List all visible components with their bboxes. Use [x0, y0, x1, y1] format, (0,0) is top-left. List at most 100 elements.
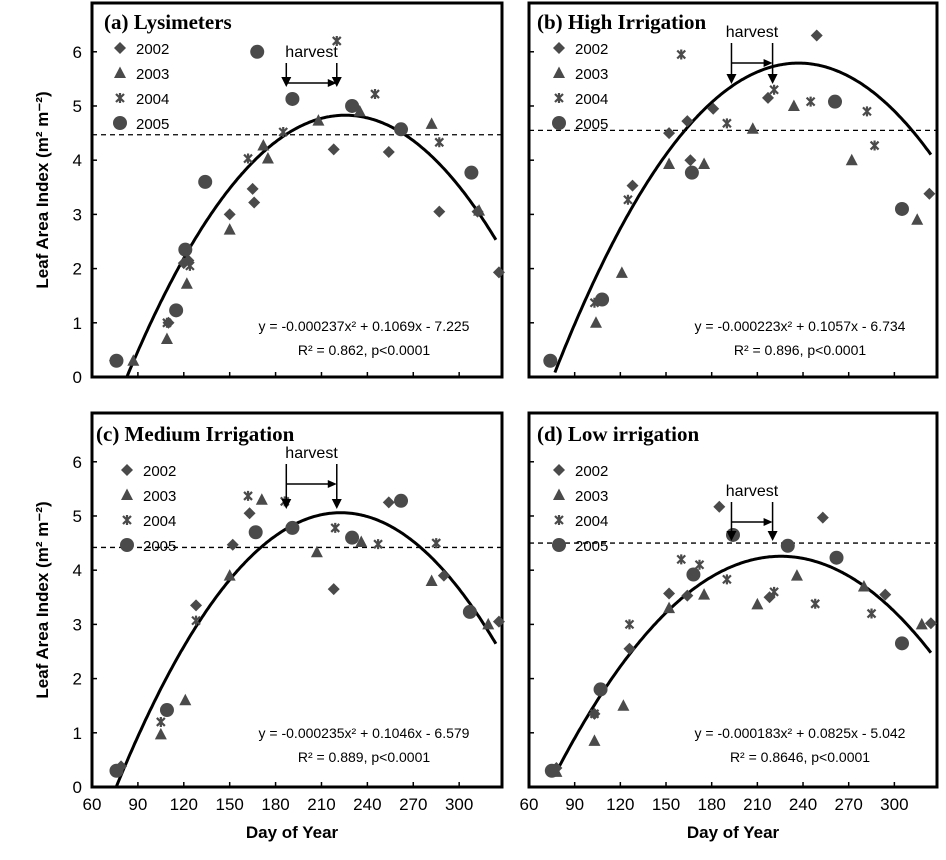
point-2004 [805, 96, 816, 107]
point-2005 [828, 94, 842, 109]
panel-b-frame [527, 1, 939, 379]
harvest-label: harvest [285, 445, 338, 462]
point-2003 [589, 316, 602, 328]
x-tick-label: 60 [83, 795, 102, 814]
point-2005 [285, 91, 300, 106]
legend-label-2002: 2002 [136, 41, 169, 58]
legend-marker-2005 [113, 116, 127, 130]
x-tick-label: 90 [565, 795, 584, 814]
panel-a-title: (a) Lysimeters [104, 10, 232, 34]
point-2005 [169, 303, 184, 318]
y-tick-label: 5 [73, 507, 82, 526]
point-2002 [623, 642, 636, 655]
x-tick-label: 150 [215, 795, 243, 814]
legend-marker-2004 [115, 93, 125, 103]
point-2005 [544, 763, 559, 778]
legend-marker-2003 [114, 66, 126, 78]
point-2003 [223, 223, 236, 235]
legend-label-2003: 2003 [143, 488, 176, 505]
point-2003 [425, 574, 438, 587]
x-tick-label: 300 [445, 795, 473, 814]
point-2004 [370, 89, 380, 100]
legend-label-2003: 2003 [136, 66, 169, 83]
point-2003 [588, 734, 601, 746]
panel-a-plot: 0 1 2 3 4 5 6 harvest 2002 2003 2004 2005 [73, 35, 505, 387]
point-2002 [492, 615, 505, 628]
point-2002 [226, 538, 239, 551]
point-2002 [437, 569, 450, 582]
point-2003 [787, 99, 800, 111]
point-2002 [663, 587, 676, 600]
point-2004 [156, 716, 166, 727]
point-2003 [180, 277, 193, 289]
legend-label-2002: 2002 [143, 463, 176, 480]
legend-label-2002: 2002 [575, 41, 608, 58]
point-2005 [462, 604, 477, 619]
point-2003 [179, 693, 192, 706]
legend-label-2005: 2005 [136, 116, 169, 133]
panel-d-title: (d) Low irrigation [537, 422, 699, 446]
point-2004 [722, 118, 732, 129]
x-axis-label-right: Day of Year [687, 823, 780, 842]
point-2005 [595, 292, 610, 307]
point-2005 [394, 122, 409, 137]
point-2004 [434, 137, 445, 148]
legend-label-2003: 2003 [575, 66, 608, 83]
y-tick-label: 2 [73, 260, 82, 279]
point-2003 [154, 727, 167, 740]
panel-c-equation: y = -0.000235x² + 0.1046x - 6.579 [259, 725, 470, 741]
point-2005 [543, 353, 558, 368]
point-2002 [681, 115, 694, 128]
harvest-arrow-end [331, 77, 342, 87]
point-2003 [257, 139, 270, 151]
harvest-label: harvest [285, 44, 338, 61]
panel-c-stats: R² = 0.889, p<0.0001 [298, 749, 431, 765]
fit-curve [553, 61, 933, 374]
point-2005 [894, 201, 909, 216]
point-2003 [473, 204, 486, 216]
x-tick-label: 120 [606, 795, 634, 814]
point-2003 [915, 617, 928, 630]
point-2003 [746, 122, 759, 134]
point-2003 [663, 157, 676, 169]
legend-marker-2002 [553, 464, 565, 476]
x-tick-label: 120 [170, 795, 198, 814]
point-2003 [255, 493, 268, 505]
point-2004 [769, 586, 779, 597]
panel-b-stats: R² = 0.896, p<0.0001 [734, 342, 867, 358]
point-2004 [722, 574, 732, 585]
point-2003 [312, 114, 325, 126]
point-2003 [663, 601, 676, 614]
legend-marker-2003 [553, 488, 565, 500]
point-2002 [923, 187, 936, 200]
fit-curve [553, 554, 933, 776]
point-2004 [624, 619, 635, 630]
x-tick-label: 240 [353, 795, 381, 814]
point-2002 [327, 583, 340, 596]
legend-marker-2002 [553, 42, 565, 54]
point-2003 [223, 569, 236, 581]
legend-label-2005: 2005 [143, 538, 176, 555]
point-2004 [862, 106, 872, 117]
legend-label-2004: 2004 [575, 513, 608, 530]
harvest-label: harvest [726, 483, 779, 500]
legend-marker-2002 [114, 42, 126, 54]
point-2003 [751, 597, 764, 610]
harvest-arrow-mid [327, 480, 337, 488]
panel-d-frame [527, 411, 939, 789]
harvest-arrow-end [767, 531, 778, 541]
point-2002 [713, 500, 726, 513]
fit-curve [122, 113, 498, 379]
point-2002 [707, 102, 720, 115]
y-tick-label: 0 [73, 368, 82, 387]
point-2002 [223, 208, 236, 221]
panel-d-stats: R² = 0.8646, p<0.0001 [730, 749, 870, 765]
y-tick-label: 0 [73, 778, 82, 797]
point-2003 [790, 569, 803, 581]
harvest-arrow-start [281, 499, 292, 509]
point-2003 [353, 104, 366, 117]
point-2002 [327, 143, 340, 156]
point-2002 [190, 599, 203, 612]
point-2002 [246, 182, 259, 195]
